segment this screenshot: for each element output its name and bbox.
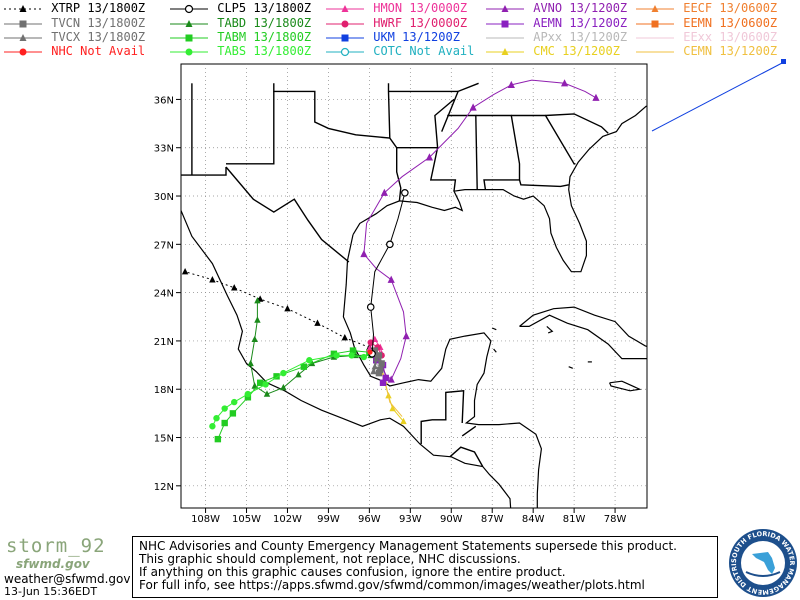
legend-label: HMON 13/0000Z: [366, 1, 468, 15]
ukm-offmap-line: [651, 61, 785, 132]
legend-symbol-icon: [170, 4, 208, 13]
lon-tick-label: 102W: [273, 514, 302, 525]
legend-item: CLP5 13/1800Z: [168, 1, 311, 15]
legend-symbol-icon: [636, 4, 674, 12]
lon-tick-label: 90W: [440, 514, 463, 525]
legend-symbol-icon: [486, 4, 524, 12]
legend-symbol-icon: [4, 20, 42, 27]
legend-symbol-icon: [326, 47, 364, 56]
coastlines: [181, 82, 647, 508]
contact-email[interactable]: weather@sfwmd.gov: [4, 572, 131, 586]
lat-tick-label: 30N: [154, 192, 174, 203]
model-legend: XTRP 13/1800Z TVCN 13/1800Z TVCX 13/1800…: [0, 0, 800, 60]
legend-item: TABS 13/1800Z: [168, 44, 311, 58]
lon-tick-label: 108W: [191, 514, 220, 525]
lon-tick-label: 99W: [317, 514, 340, 525]
legend-item: EECF 13/0600Z: [634, 1, 777, 15]
legend-label: CLP5 13/1800Z: [210, 1, 312, 15]
legend-symbol-icon: [326, 20, 364, 27]
lat-tick-label: 27N: [154, 240, 174, 251]
legend-item: TABD 13/1800Z: [168, 16, 311, 30]
lat-tick-label: 36N: [154, 95, 174, 106]
lat-tick-label: 18N: [154, 385, 174, 396]
legend-item: XTRP 13/1800Z: [2, 1, 145, 15]
lon-tick-label: 81W: [563, 514, 586, 525]
legend-label: TVCN 13/1800Z: [44, 16, 146, 30]
legend-symbol-icon: [326, 34, 364, 41]
lon-tick-label: 87W: [481, 514, 504, 525]
legend-symbol-icon: [170, 19, 208, 27]
disclaimer-line: NHC Advisories and County Emergency Mana…: [139, 539, 677, 553]
legend-symbol-icon: [486, 47, 524, 55]
legend-item: UKM 13/1200Z: [324, 30, 460, 44]
legend-label: TVCX 13/1800Z: [44, 30, 146, 44]
model-tracks: [181, 79, 600, 443]
disclaimer-line[interactable]: For full info, see https://apps.sfwmd.go…: [139, 578, 645, 592]
legend-label: NHC Not Avail: [44, 44, 146, 58]
legend-symbol-icon: [486, 37, 524, 38]
legend-symbol-icon: [170, 34, 208, 41]
axis-ticks: 108W 105W 102W 99W 96W 93W 90W 87W 84W 81W 78W 36N 3…: [154, 95, 627, 525]
lon-tick-label: 78W: [604, 514, 627, 525]
legend-label: TABD 13/1800Z: [210, 16, 312, 30]
legend-item: AVNO 13/1200Z: [484, 1, 627, 15]
legend-symbol-icon: [326, 4, 364, 12]
footer-branding: storm_92 sfwmd.gov weather@sfwmd.gov 13-…: [4, 535, 132, 599]
map-frame: [180, 63, 648, 509]
legend-label: HWRF 13/0000Z: [366, 16, 468, 30]
lon-tick-label: 84W: [522, 514, 545, 525]
legend-symbol-icon: [636, 51, 674, 52]
legend-label: CMC 13/1200Z: [526, 44, 620, 58]
disclaimer-line: If anything on this graphic causes confu…: [139, 565, 566, 579]
legend-symbol-icon: [4, 4, 42, 12]
legend-label: AEMN 13/1200Z: [526, 16, 628, 30]
legend-item: EExx 13/0600Z: [634, 30, 777, 44]
lat-tick-label: 21N: [154, 337, 174, 348]
legend-item: CMC 13/1200Z: [484, 44, 620, 58]
legend-symbol-icon: [170, 48, 208, 55]
legend-item: HWRF 13/0000Z: [324, 16, 467, 30]
legend-label: TABS 13/1800Z: [210, 44, 312, 58]
legend-item: NHC Not Avail: [2, 44, 145, 58]
district-seal-icon: SOUTH FLORIDA WATER MANAGEMENT DISTRICT: [728, 528, 797, 597]
storm-name: storm_92: [6, 535, 106, 557]
legend-item: APxx 13/1200Z: [484, 30, 627, 44]
lon-tick-label: 93W: [399, 514, 422, 525]
lat-tick-label: 33N: [154, 144, 174, 155]
lat-tick-label: 15N: [154, 434, 174, 445]
legend-label: CEMN 13/1200Z: [676, 44, 778, 58]
legend-item: TVCN 13/1800Z: [2, 16, 145, 30]
legend-symbol-icon: [486, 20, 524, 27]
legend-symbol-icon: [636, 37, 674, 38]
legend-label: APxx 13/1200Z: [526, 30, 628, 44]
legend-label: AVNO 13/1200Z: [526, 1, 628, 15]
sfwmd-logo: sfwmd.gov: [16, 557, 90, 571]
legend-item: AEMN 13/1200Z: [484, 16, 627, 30]
legend-item: HMON 13/0000Z: [324, 1, 467, 15]
legend-label: EECF 13/0600Z: [676, 1, 778, 15]
lat-tick-label: 24N: [154, 289, 174, 300]
legend-label: XTRP 13/1800Z: [44, 1, 146, 15]
legend-item: TABM 13/1800Z: [168, 30, 311, 44]
legend-symbol-icon: [4, 48, 42, 55]
lon-tick-label: 96W: [358, 514, 381, 525]
ukm-offmap-marker: [781, 59, 786, 64]
legend-label: TABM 13/1800Z: [210, 30, 312, 44]
disclaimer-box: NHC Advisories and County Emergency Mana…: [132, 536, 718, 598]
timestamp: 13-Jun 15:36EDT: [4, 585, 98, 598]
legend-item: TVCX 13/1800Z: [2, 30, 145, 44]
legend-item: CEMN 13/1200Z: [634, 44, 777, 58]
legend-label: UKM 13/1200Z: [366, 30, 460, 44]
disclaimer-line: This graphic should complement, not repl…: [139, 552, 521, 566]
legend-item: COTC Not Avail: [324, 44, 474, 58]
legend-label: EExx 13/0600Z: [676, 30, 778, 44]
legend-symbol-icon: [4, 33, 42, 41]
lon-tick-label: 105W: [232, 514, 261, 525]
legend-label: COTC Not Avail: [366, 44, 475, 58]
legend-item: EEMN 13/0600Z: [634, 16, 777, 30]
legend-label: EEMN 13/0600Z: [676, 16, 778, 30]
lat-tick-label: 12N: [154, 482, 174, 493]
legend-symbol-icon: [636, 20, 674, 27]
